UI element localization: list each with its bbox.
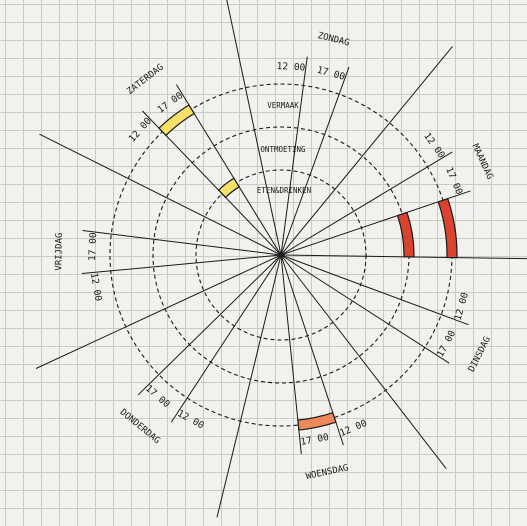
spoke-maandag-17 [280,190,471,256]
day-label-zaterdag: ZATERDAG [125,63,165,97]
ring-label-vermaak: VERMAAK [267,101,299,110]
time-17-label-vrijdag: 17 00 [87,232,99,261]
time-17-label-maandag: 17 00 [443,166,464,197]
spoke-donderdag-17 [137,254,282,396]
time-spokes [35,0,527,518]
spoke-zaterdag-17 [175,84,282,256]
block-woensdag-vermaak [297,411,337,431]
spoke-woensdag-12 [280,254,344,446]
spoke-zondag-boundary [226,0,282,256]
day-label-zondag: ZONDAG [317,31,351,48]
spoke-vrijdag-12 [81,254,282,275]
time-12-label-zaterdag: 12 00 [127,116,154,145]
spoke-maandag-12 [280,151,453,256]
spoke-zaterdag-boundary [39,133,282,256]
time-17-label-dinsdag: 17 00 [435,329,458,360]
time-12-label-woensdag: 12 00 [338,418,369,439]
time-17-label-donderdag: 17 00 [143,383,172,410]
time-12-label-maandag: 12 00 [421,131,447,161]
spoke-dinsdag-12 [280,254,469,326]
block-maandag-vermaak [437,197,458,259]
day-label-donderdag: DONDERDAG [118,408,162,447]
block-maandag-ontmoeting [396,211,415,258]
center-dot [279,253,283,257]
spoke-woensdag-boundary [280,254,447,469]
day-label-vrijdag: VRIJDAG [54,233,65,271]
ring-label-ontmoeting: ONTMOETING [260,145,306,154]
ring-eten-drinken [195,169,367,341]
time-12-label-dinsdag: 12 00 [453,291,471,322]
day-label-dinsdag: DINSDAG [467,335,493,373]
spoke-donderdag-boundary [216,254,282,518]
spoke-woensdag-17 [280,254,302,455]
day-label-woensdag: WOENSDAG [305,463,349,482]
day-label-maandag: MAANDAG [469,143,494,182]
spoke-dinsdag-17 [280,254,450,364]
spoke-maandag-boundary [280,46,453,256]
spoke-zondag-17 [280,66,350,256]
spoke-dinsdag-boundary [280,254,527,260]
labels: ETEN&DRINKEN ONTMOETING VERMAAK ZONDAG 12… [54,31,494,482]
spoke-zondag-12 [280,56,308,256]
time-12-label-zondag: 12 00 [276,61,305,74]
time-17-label-zondag: 17 00 [316,65,347,83]
ring-label-eten-drinken: ETEN&DRINKEN [257,186,311,195]
time-12-label-donderdag: 12 00 [175,408,206,432]
spoke-zaterdag-12 [141,110,282,256]
time-17-label-woensdag: 17 00 [300,432,330,448]
spoke-vrijdag-17 [82,230,282,256]
time-12-label-vrijdag: 12 00 [88,272,104,302]
spoke-vrijdag-boundary [35,254,282,369]
spoke-donderdag-12 [170,254,282,423]
activity-blocks [158,104,458,431]
